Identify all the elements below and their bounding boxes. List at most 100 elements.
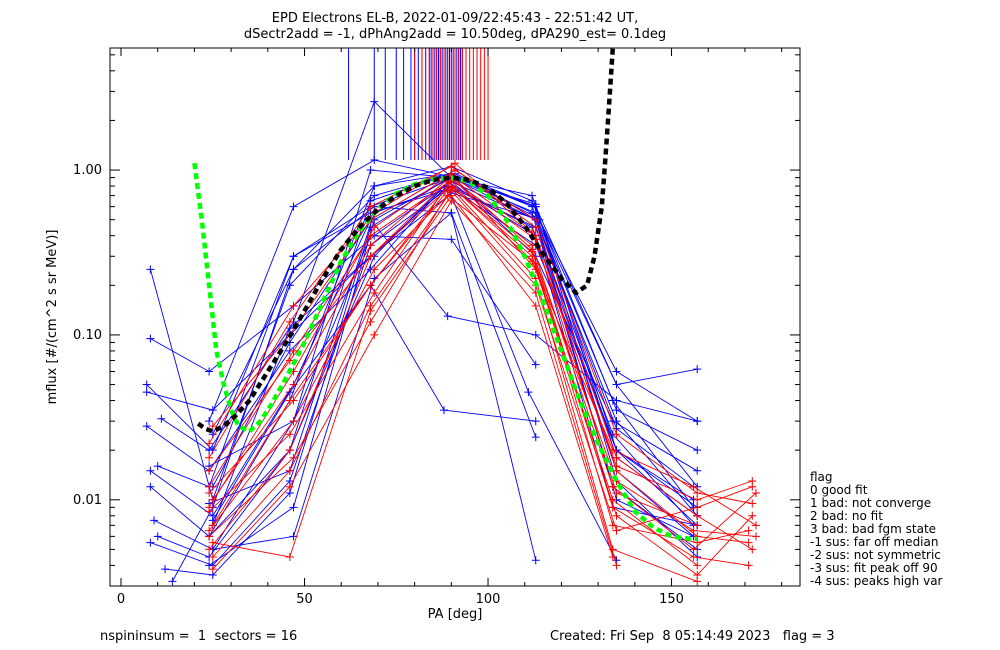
data-point [146,334,155,343]
data-point [285,482,294,491]
data-point [612,430,621,439]
data-point [146,466,155,475]
data-line [208,185,617,561]
data-point [693,488,702,497]
x-tick-label: 150 [659,592,684,607]
data-line [208,195,757,531]
data-point [528,196,537,205]
data-line [208,185,749,544]
data-point [447,182,456,191]
data-point [531,417,540,426]
data-point [208,495,217,504]
data-point [370,97,379,106]
legend-item: 2 bad: no fit [810,509,883,523]
data-point [289,346,298,355]
data-point [612,511,621,520]
legend-item: 3 bad: bad fgm state [810,522,936,536]
data-point [285,317,294,326]
data-point [366,166,375,175]
data-line [208,173,694,537]
legend-item: -3 sus: fit peak off 90 [810,561,938,575]
data-point [608,521,617,530]
data-point [693,577,702,586]
data-line [165,173,698,576]
data-point [205,545,214,554]
data-point [285,356,294,365]
y-tick-label: 1.00 [73,163,102,178]
data-point [524,388,533,397]
data-point [289,301,298,310]
data-point [205,417,214,426]
y-axis-label: mflux [#/(cm^2 s sr MeV)] [45,230,60,405]
data-point [289,252,298,261]
data-point [443,312,452,321]
data-line [212,194,614,558]
data-line [212,218,698,487]
data-point [285,281,294,290]
data-point [285,430,294,439]
data-point [205,488,214,497]
data-point [693,446,702,455]
data-line [172,206,537,582]
data-point [157,414,166,423]
data-point [370,156,379,165]
data-line [208,162,753,501]
data-point [205,532,214,541]
data-point [370,330,379,339]
data-point [751,488,760,497]
data-point [168,577,177,586]
legend: flag 0 good fit 1 bad: not converge 2 ba… [810,470,943,588]
data-point [531,330,540,339]
data-point [285,552,294,561]
data-point [366,231,375,240]
data-line [212,189,753,558]
data-point [289,417,298,426]
data-point [366,306,375,315]
data-line [208,166,753,550]
x-axis-label: PA [deg] [428,607,483,622]
data-point [693,503,702,512]
data-point [205,439,214,448]
data-point [366,252,375,261]
fit-curve-green [192,162,698,542]
data-point [289,265,298,274]
data-layer [142,48,760,586]
data-point [612,462,621,471]
data-line [157,190,698,488]
data-point [208,565,217,574]
data-point [748,511,757,520]
y-tick-label: 0.01 [73,493,102,508]
legend-item: 0 good fit [810,483,868,497]
data-point [146,265,155,274]
data-point [142,380,151,389]
data-point [693,466,702,475]
data-point [689,526,698,535]
data-point [748,499,757,508]
data-point [366,202,375,211]
data-point [370,288,379,297]
data-point [285,466,294,475]
y-tick-label: 0.10 [73,328,102,343]
footer-left: nspininsum = 1 sectors = 16 [100,629,297,644]
data-point [748,545,757,554]
data-point [612,380,621,389]
data-point [693,495,702,504]
fit-curve-black [196,48,616,434]
data-point [205,446,214,455]
data-line [208,235,537,467]
data-point [689,545,698,554]
chart-subtitle: dSectr2add = -1, dPhAng2add = 10.50deg, … [244,27,666,42]
data-point [531,259,540,268]
data-point [146,538,155,547]
data-point [370,182,379,191]
data-point [161,565,170,574]
axes-layer: 0 50 100 150 0.01 0.10 1.00 [73,48,800,607]
data-point [612,367,621,376]
data-point [447,191,456,200]
data-point [744,561,753,570]
data-point [150,516,159,525]
data-point [608,482,617,491]
x-tick-label: 100 [476,592,501,607]
data-point [451,159,459,168]
data-point [531,556,540,565]
